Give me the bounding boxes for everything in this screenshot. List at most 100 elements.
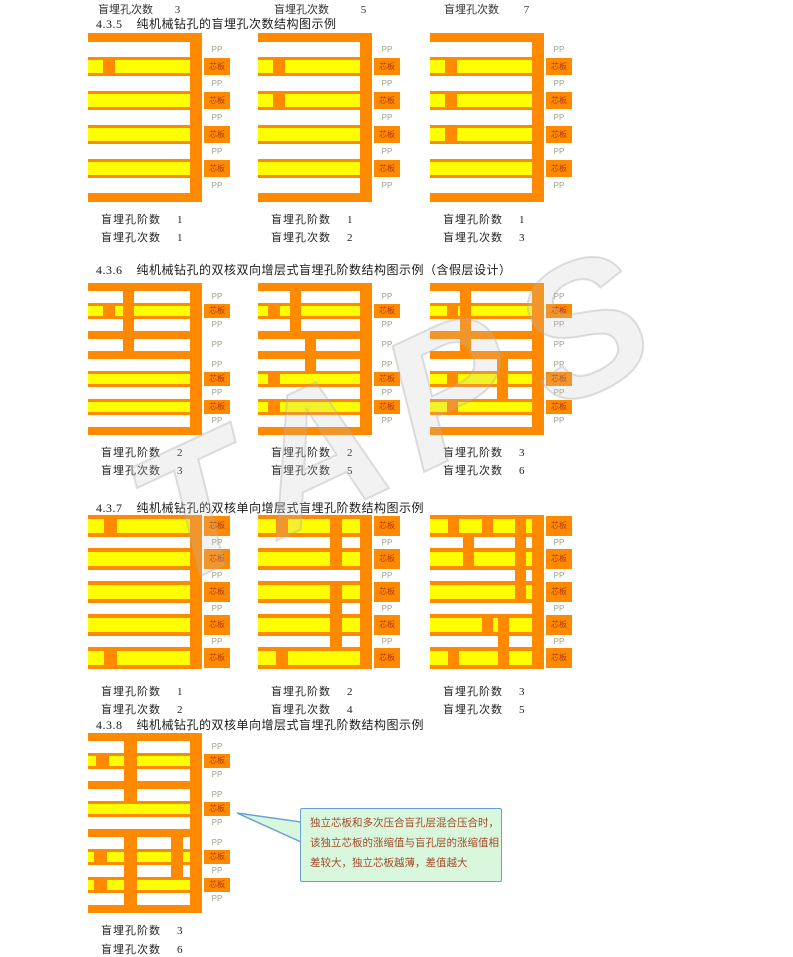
via-bar [96,753,109,769]
core-layer [88,753,202,769]
pp-layer-label: PP [381,537,393,547]
caption-value: 2 [177,447,183,459]
via-bar [463,537,474,570]
caption-label: 盲埋孔阶数 [271,447,331,459]
via-bar [94,849,107,865]
caption-label: 盲埋孔阶数 [271,214,331,226]
via-bar [103,57,115,76]
pp-layer-label: PP [211,818,223,827]
core-layer-label: 芯板 [204,516,230,536]
core-layer-label: 芯板 [374,582,400,602]
core-layer [258,91,372,110]
section-number: 4.3.8 [96,718,123,732]
caption-value: 6 [519,465,525,477]
via-bar [330,581,342,647]
pp-layer-label: PP [381,292,393,301]
pp-layer-label: PP [211,112,223,122]
pp-layer-label: PP [553,146,565,156]
pp-layer-label: PP [553,320,565,329]
caption-value: 3 [519,686,525,698]
caption-value: 2 [347,686,353,698]
caption-value: 1 [347,214,353,226]
section-title: 纯机械钻孔的盲埋孔次数结构图示例 [136,17,337,31]
caption-label: 盲埋孔次数 [101,465,161,477]
diagram-caption: 盲埋孔次数 2 [101,701,183,717]
core-layer [258,548,372,570]
core-layer-label: 芯板 [204,160,230,177]
caption-label: 盲埋孔次数 [271,465,331,477]
pp-layer-label: PP [553,416,565,425]
core-layer [258,399,372,415]
via-bar [532,33,544,202]
pp-layer-label: PP [211,340,223,349]
via-bar [330,515,342,570]
diagram-caption: 盲埋孔阶数 2 [271,683,353,699]
copper-layer [88,781,202,789]
pp-layer-label: PP [381,388,393,397]
via-bar [171,829,183,877]
copper-layer [430,283,544,291]
caption-value: 1 [177,686,183,698]
core-layer [88,801,202,817]
section-heading-4-3-5: 4.3.5 纯机械钻孔的盲埋孔次数结构图示例 [96,15,337,32]
core-layer [258,57,372,76]
core-layer [88,57,202,76]
caption-label: 盲埋孔阶数 [101,447,161,459]
caption-label: 盲埋孔阶数 [101,686,161,698]
core-layer [258,159,372,178]
pp-layer-label: PP [211,570,223,580]
diagram-caption: 盲埋孔阶数 2 [101,444,183,460]
caption-value: 5 [519,704,525,716]
core-layer-label: 芯板 [204,615,230,635]
core-layer-label: 芯板 [546,516,572,536]
diagram-caption: 盲埋孔阶数 1 [101,683,183,699]
caption-label: 盲埋孔次数 [274,4,329,16]
core-layer-label: 芯板 [374,549,400,569]
via-bar [445,91,457,110]
stackup-diagram: PP 芯板 PP 芯板 PP 芯板 PP 芯板 PP [88,33,230,202]
core-layer-label: 芯板 [374,372,400,386]
diagram-caption: 盲埋孔阶数 1 [101,211,183,227]
caption-value: 2 [177,704,183,716]
pp-layer-label: PP [553,180,565,190]
section-number: 4.3.5 [96,17,123,31]
via-bar [447,371,458,387]
copper-layer [430,193,544,202]
caption-label: 盲埋孔阶数 [101,925,161,937]
core-layer-label: 芯板 [374,516,400,536]
pp-layer-label: PP [211,770,223,779]
pp-layer-label: PP [211,894,223,903]
pp-layer-label: PP [381,416,393,425]
pp-layer-label: PP [381,603,393,613]
copper-layer [88,331,202,339]
diagram-caption: 盲埋孔阶数 3 [443,683,525,699]
prev-count-caption: 盲埋孔次数 7 [444,1,529,17]
core-layer-label: 芯板 [204,304,230,318]
via-bar [104,515,117,537]
pp-layer-label: PP [553,292,565,301]
pp-layer-label: PP [211,537,223,547]
via-bar [445,57,457,76]
core-layer [258,581,372,603]
core-layer [88,548,202,570]
core-layer-label: 芯板 [374,92,400,109]
core-layer-label: 芯板 [204,754,230,768]
core-layer [88,159,202,178]
copper-layer [430,331,544,339]
diagram-caption: 盲埋孔次数 6 [443,462,525,478]
caption-value: 1 [177,232,183,244]
core-layer [430,91,544,110]
caption-value: 7 [523,4,530,16]
section-heading-4-3-7: 4.3.7 纯机械钻孔的双核单向增层式盲埋孔阶数结构图示例 [96,499,424,516]
diagram-caption: 盲埋孔阶数 1 [443,211,525,227]
callout-text-line: 独立芯板和多次压合盲孔层混合压合时， [310,818,499,829]
stackup-diagram: PP 芯板 PP PP PP 芯板 PP 芯板 PP [258,283,400,435]
copper-layer [258,283,372,291]
core-layer-label: 芯板 [546,160,572,177]
diagram-caption: 盲埋孔阶数 1 [271,211,353,227]
pp-layer-label: PP [211,603,223,613]
core-layer-label: 芯板 [374,615,400,635]
pp-layer-label: PP [553,570,565,580]
core-layer-label: 芯板 [546,126,572,143]
pp-layer-label: PP [211,78,223,88]
